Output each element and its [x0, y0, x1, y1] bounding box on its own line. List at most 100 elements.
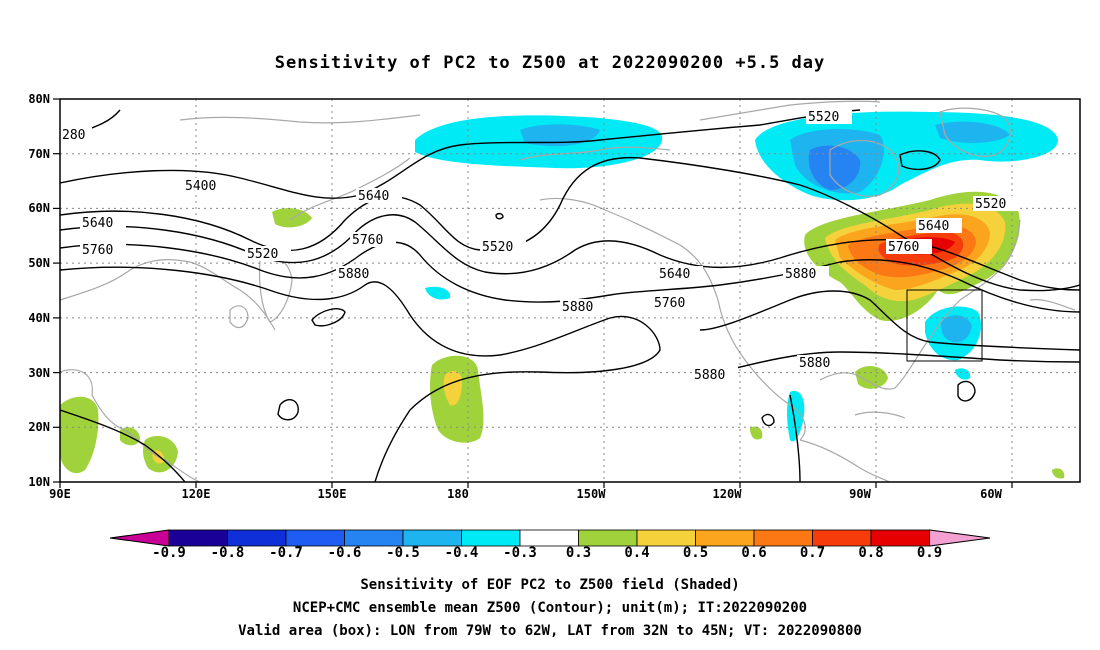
x-tick-label: 120W	[713, 487, 743, 501]
coast-west-us	[717, 299, 806, 441]
coast-siberia	[179, 114, 421, 124]
colorbar-segment	[461, 529, 521, 547]
colorbar-tick-label: 0.6	[741, 545, 766, 561]
shade-patch-9	[750, 426, 763, 440]
coast-ne-us	[959, 219, 1021, 301]
colorbar-segment	[753, 529, 813, 547]
y-tick-label: 20N	[28, 420, 50, 434]
contour-label: 5760	[352, 233, 383, 248]
shade-patch-4	[60, 396, 99, 474]
contour-closed-4	[761, 413, 775, 427]
x-tick-label: 150W	[577, 487, 607, 501]
colorbar-tick-label: 0.4	[624, 545, 649, 561]
shade-box-blue	[940, 315, 972, 343]
contour-5880-south	[719, 351, 1080, 373]
y-tick-label: 40N	[28, 311, 50, 325]
x-tick-label: 90E	[49, 487, 71, 501]
contour-5400	[60, 109, 861, 199]
shade-greenland-blue	[935, 121, 1010, 143]
coast-mexico	[799, 439, 891, 482]
coast-alaska-north	[519, 146, 671, 161]
colorbar-tick-label: 0.8	[858, 545, 883, 561]
contour-labels: 280 5400 5640 5760 5520 5640 5760 5880 5…	[62, 110, 1007, 383]
contour-closed-1	[311, 308, 346, 327]
coast-china	[60, 259, 276, 331]
map-plot-area: 280 5400 5640 5760 5520 5640 5760 5880 5…	[28, 92, 1081, 501]
colorbar-segment	[402, 529, 462, 547]
colorbar-tick-label: -0.9	[152, 545, 186, 561]
contour-closed-3	[899, 150, 941, 171]
colorbar-segment	[695, 529, 755, 547]
contour-label: 5880	[694, 368, 725, 383]
contour-label: 5760	[888, 240, 919, 255]
y-tick-label: 30N	[28, 366, 50, 380]
figure-title: Sensitivity of PC2 to Z500 at 2022090200…	[275, 53, 826, 73]
contour-label: 5400	[185, 179, 216, 194]
colorbar-tick-label: -0.7	[269, 545, 303, 561]
contour-label: 5640	[358, 189, 389, 204]
contour-closed-5	[957, 380, 976, 402]
footer-line-2: NCEP+CMC ensemble mean Z500 (Contour); u…	[293, 600, 807, 616]
contour-label: 5520	[482, 240, 513, 255]
shade-patch-7	[855, 366, 888, 389]
colorbar-tick-label: 0.5	[683, 545, 708, 561]
contour-mexico	[789, 394, 801, 482]
colorbar: -0.9 -0.8 -0.7 -0.6 -0.5 -0.4 -0.3 0.3 0.4 0.5 0.6…	[109, 529, 991, 561]
contour-closed-6	[495, 212, 504, 220]
y-tick-label: 80N	[28, 92, 50, 106]
y-tick-label: 10N	[28, 475, 50, 489]
x-tick-label: 150E	[318, 487, 347, 501]
colorbar-tick-label: 0.3	[566, 545, 591, 561]
shade-arctic-blue	[520, 124, 600, 147]
colorbar-segment	[168, 529, 228, 547]
contour-sw	[60, 409, 186, 482]
colorbar-segment	[519, 529, 579, 547]
colorbar-segment	[578, 529, 638, 547]
sensitivity-shading	[60, 111, 1065, 479]
coast-hudson-bay	[829, 139, 900, 197]
contour-label: 5640	[82, 216, 113, 231]
x-tick-label: 90W	[849, 487, 871, 501]
coast-greenland	[939, 107, 1011, 157]
colorbar-segment	[344, 529, 404, 547]
x-tick-label: 60W	[980, 487, 1002, 501]
colorbar-tick-label: -0.3	[503, 545, 537, 561]
contour-label: 5880	[785, 267, 816, 282]
coast-kamchatka	[289, 157, 411, 221]
x-tick-label: 180	[447, 487, 469, 501]
contour-label: 5520	[808, 110, 839, 125]
map-grid	[60, 99, 1080, 482]
coast-gulf-east-us	[819, 299, 961, 390]
shade-canada-darkblue	[808, 145, 861, 190]
contour-5880	[60, 266, 661, 482]
coast-se-asia	[60, 369, 201, 482]
valid-area-box	[906, 289, 983, 362]
colorbar-tick-label: 0.7	[800, 545, 825, 561]
colorbar-tick-label: 0.9	[917, 545, 942, 561]
y-tick-label: 60N	[28, 201, 50, 215]
colorbar-segment	[285, 529, 345, 547]
contour-label: 5760	[82, 243, 113, 258]
colorbar-tick-label: -0.6	[328, 545, 362, 561]
contour-label: 5520	[975, 197, 1006, 212]
colorbar-segment	[227, 529, 287, 547]
x-axis: 90E 120E 150E 180 150W 120W 90W 60W	[49, 482, 1013, 501]
contour-label: 5880	[562, 300, 593, 315]
colorbar-segment	[870, 529, 930, 547]
colorbar-high-arrow	[929, 529, 991, 547]
colorbar-tick-label: -0.4	[445, 545, 479, 561]
y-tick-label: 50N	[28, 256, 50, 270]
colorbar-tick-label: -0.8	[211, 545, 245, 561]
contour-label: 5640	[918, 219, 949, 234]
colorbar-tick-label: -0.5	[386, 545, 420, 561]
footer-line-1: Sensitivity of EOF PC2 to Z500 field (Sh…	[360, 577, 739, 593]
coast-cuba	[854, 411, 906, 419]
contour-label: 5520	[247, 247, 278, 262]
map-border	[59, 98, 1081, 483]
contour-label: 5760	[654, 296, 685, 311]
shade-patch-2	[425, 286, 451, 300]
y-tick-label: 70N	[28, 147, 50, 161]
shade-patch-11	[1052, 468, 1065, 479]
coast-arctic-canada	[699, 100, 881, 121]
